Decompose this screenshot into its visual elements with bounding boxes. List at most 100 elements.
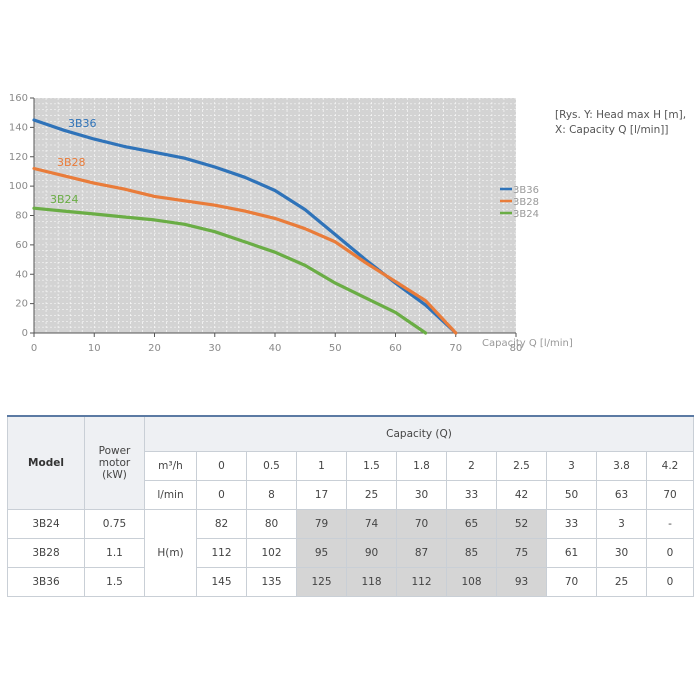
head-value-cell: 90 bbox=[346, 538, 397, 568]
head-value-cell: 33 bbox=[546, 509, 597, 539]
caption-line-2: X: Capacity Q [l/min]] bbox=[555, 124, 669, 136]
capacity-m3h-cell: 4.2 bbox=[646, 451, 694, 481]
model-cell: 3B24 bbox=[7, 509, 85, 539]
pump-spec-table: Model Power motor (kW) Capacity (Q) m³/h… bbox=[7, 415, 694, 597]
head-value-cell: 102 bbox=[246, 538, 297, 568]
capacity-lmin-cell: 50 bbox=[546, 480, 597, 510]
capacity-header: Capacity (Q) bbox=[144, 415, 694, 452]
capacity-lmin-cell: 63 bbox=[596, 480, 647, 510]
capacity-lmin-cell: 17 bbox=[296, 480, 347, 510]
capacity-lmin-cell: 33 bbox=[446, 480, 497, 510]
x-tick-label: 50 bbox=[329, 343, 342, 354]
head-value-cell: 93 bbox=[496, 567, 547, 597]
capacity-m3h-cell: 1 bbox=[296, 451, 347, 481]
chart-caption: [Rys. Y: Head max H [m], X: Capacity Q [… bbox=[555, 108, 695, 138]
head-value-cell: 79 bbox=[296, 509, 347, 539]
head-value-cell: 112 bbox=[196, 538, 247, 568]
table-row: 3B28 1.1 112 102 95 90 87 85 75 61 30 0 bbox=[7, 538, 694, 568]
y-tick-label: 120 bbox=[9, 152, 28, 163]
head-value-cell: 95 bbox=[296, 538, 347, 568]
x-tick-label: 70 bbox=[449, 343, 462, 354]
head-value-cell: 87 bbox=[396, 538, 447, 568]
head-value-cell: 61 bbox=[546, 538, 597, 568]
head-value-cell: 25 bbox=[596, 567, 647, 597]
y-tick-label: 0 bbox=[22, 328, 28, 339]
power-header: Power motor (kW) bbox=[84, 415, 145, 510]
legend-label: 3B28 bbox=[513, 197, 539, 208]
y-tick-label: 160 bbox=[9, 93, 28, 104]
head-value-cell: 82 bbox=[196, 509, 247, 539]
series-label-3b28: 3B28 bbox=[57, 156, 86, 169]
capacity-lmin-cell: 30 bbox=[396, 480, 447, 510]
power-cell: 1.1 bbox=[84, 538, 145, 568]
capacity-m3h-cell: 2.5 bbox=[496, 451, 547, 481]
capacity-lmin-cell: 0 bbox=[196, 480, 247, 510]
series-label-3b36: 3B36 bbox=[68, 117, 97, 130]
capacity-lmin-cell: 25 bbox=[346, 480, 397, 510]
capacity-m3h-cell: 3 bbox=[546, 451, 597, 481]
head-value-cell: 74 bbox=[346, 509, 397, 539]
legend-label: 3B36 bbox=[513, 185, 539, 196]
x-tick-label: 40 bbox=[269, 343, 282, 354]
capacity-m3h-cell: 1.5 bbox=[346, 451, 397, 481]
power-cell: 0.75 bbox=[84, 509, 145, 539]
model-cell: 3B28 bbox=[7, 538, 85, 568]
model-header: Model bbox=[7, 415, 85, 510]
x-tick-label: 20 bbox=[148, 343, 161, 354]
capacity-m3h-cell: 3.8 bbox=[596, 451, 647, 481]
capacity-m3h-cell: 0 bbox=[196, 451, 247, 481]
head-value-cell: 70 bbox=[546, 567, 597, 597]
head-value-cell: 85 bbox=[446, 538, 497, 568]
head-value-cell: 80 bbox=[246, 509, 297, 539]
head-value-cell: 70 bbox=[396, 509, 447, 539]
caption-line-1: [Rys. Y: Head max H [m], bbox=[555, 109, 687, 121]
series-line-3b28 bbox=[32, 166, 458, 335]
y-tick-label: 80 bbox=[15, 211, 28, 222]
head-value-cell: 0 bbox=[646, 567, 694, 597]
model-cell: 3B36 bbox=[7, 567, 85, 597]
x-tick-label: 0 bbox=[31, 343, 37, 354]
x-tick-label: 30 bbox=[208, 343, 221, 354]
head-value-cell: 112 bbox=[396, 567, 447, 597]
head-value-cell: - bbox=[646, 509, 694, 539]
power-header-line3: (kW) bbox=[102, 469, 127, 481]
capacity-lmin-cell: 8 bbox=[246, 480, 297, 510]
table-row: 3B24 0.75 H(m) 82 80 79 74 70 65 52 33 3- bbox=[7, 509, 694, 597]
head-value-cell: 145 bbox=[196, 567, 247, 597]
x-tick-label: 10 bbox=[88, 343, 101, 354]
capacity-m3h-cell: 2 bbox=[446, 451, 497, 481]
capacity-lmin-cell: 70 bbox=[646, 480, 694, 510]
head-value-cell: 118 bbox=[346, 567, 397, 597]
legend-label: 3B24 bbox=[513, 209, 539, 220]
head-value-cell: 30 bbox=[596, 538, 647, 568]
capacity-m3h-cell: 0.5 bbox=[246, 451, 297, 481]
y-tick-label: 40 bbox=[15, 269, 28, 280]
x-tick-label: 60 bbox=[389, 343, 402, 354]
y-tick-label: 100 bbox=[9, 181, 28, 192]
unit-lmin: l/min bbox=[144, 480, 197, 510]
head-value-cell: 135 bbox=[246, 567, 297, 597]
capacity-m3h-cell: 1.8 bbox=[396, 451, 447, 481]
series-label-3b24: 3B24 bbox=[50, 193, 79, 206]
power-cell: 1.5 bbox=[84, 567, 145, 597]
power-header-line2: motor bbox=[98, 457, 131, 469]
x-axis-label: Capacity Q [l/min] bbox=[482, 338, 573, 349]
capacity-lmin-cell: 42 bbox=[496, 480, 547, 510]
head-value-cell: 3 bbox=[596, 509, 647, 539]
y-tick-label: 20 bbox=[15, 299, 28, 310]
head-value-cell: 75 bbox=[496, 538, 547, 568]
head-value-cell: 52 bbox=[496, 509, 547, 539]
head-value-cell: 0 bbox=[646, 538, 694, 568]
x-tick-label: 80 bbox=[510, 343, 523, 354]
y-tick-label: 60 bbox=[15, 240, 28, 251]
y-tick-label: 140 bbox=[9, 122, 28, 133]
head-unit-cell: H(m) bbox=[144, 509, 197, 597]
head-value-cell: 65 bbox=[446, 509, 497, 539]
series-line-3b24 bbox=[32, 206, 428, 335]
power-header-line1: Power bbox=[98, 445, 131, 457]
head-value-cell: 125 bbox=[296, 567, 347, 597]
head-value-cell: 108 bbox=[446, 567, 497, 597]
unit-m3h: m³/h bbox=[144, 451, 197, 481]
table-row: 3B36 1.5 145 135 125 118 112 108 93 70 25 0 bbox=[7, 567, 694, 597]
